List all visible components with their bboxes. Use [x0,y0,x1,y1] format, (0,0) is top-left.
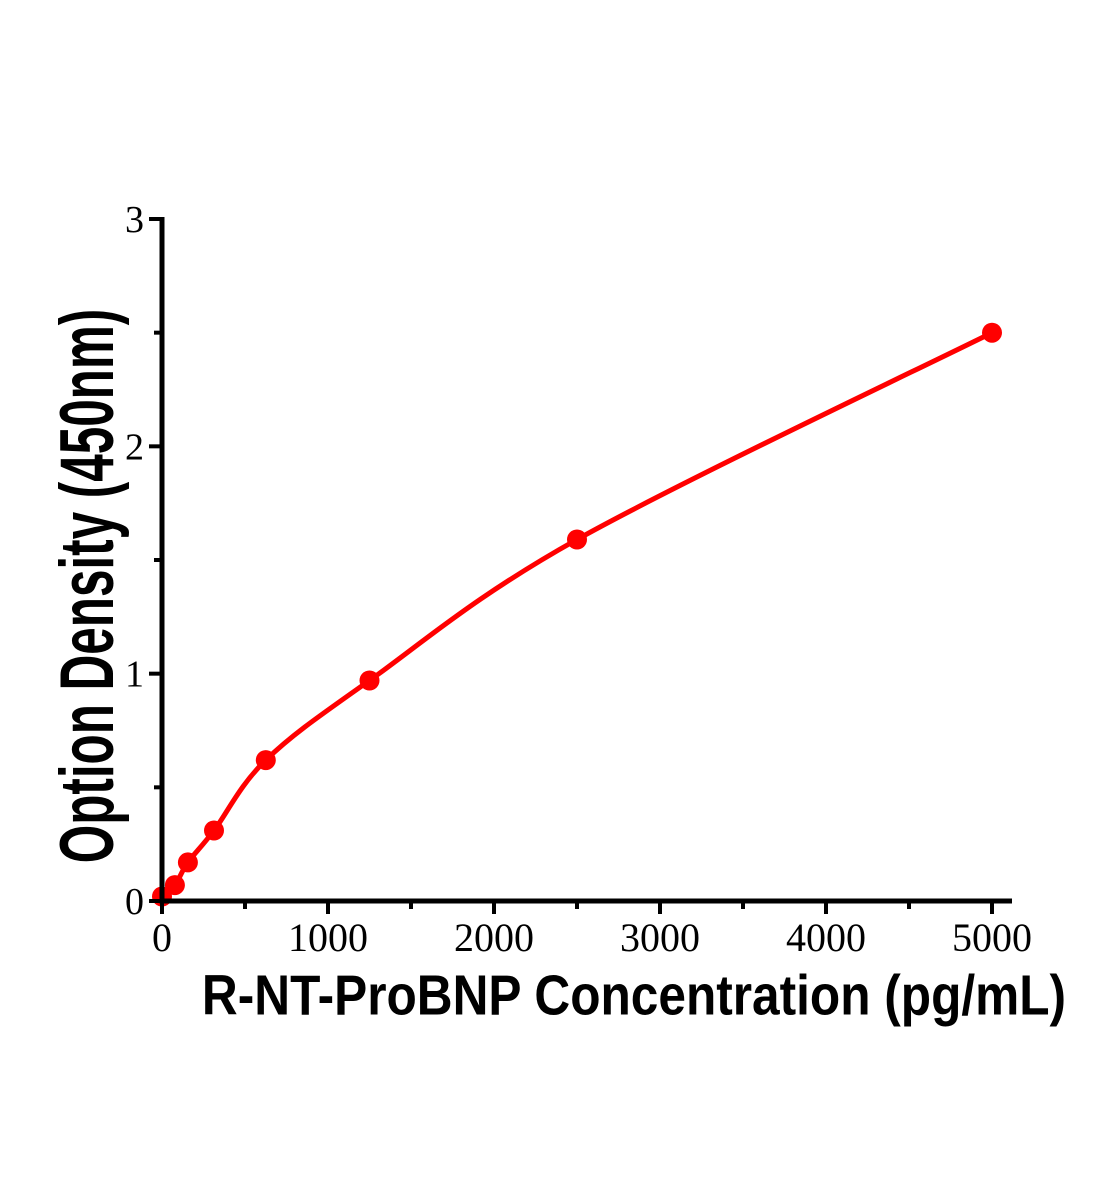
x-tick-label: 3000 [620,915,700,960]
x-axis-title: R-NT-ProBNP Concentration (pg/mL) [201,963,1067,1028]
data-point-marker [255,750,276,771]
y-axis-title: Option Density (450nm) [45,308,130,864]
y-tick-label: 3 [125,199,144,241]
x-tick-label: 5000 [952,915,1032,960]
data-point-marker [567,529,587,550]
y-tick-label: 0 [125,881,144,923]
y-tick-label: 1 [125,654,144,696]
x-tick-label: 1000 [288,915,368,960]
data-point-marker [982,322,1002,343]
x-tick-label: 0 [152,915,172,960]
data-point-marker [164,875,185,896]
data-point-marker [359,670,380,691]
data-point-marker [204,820,224,841]
x-tick-label: 4000 [786,915,866,960]
x-tick-label: 2000 [454,915,534,960]
y-tick-label: 2 [125,426,144,468]
standard-curve-line [159,330,995,899]
data-point-marker [177,852,198,873]
